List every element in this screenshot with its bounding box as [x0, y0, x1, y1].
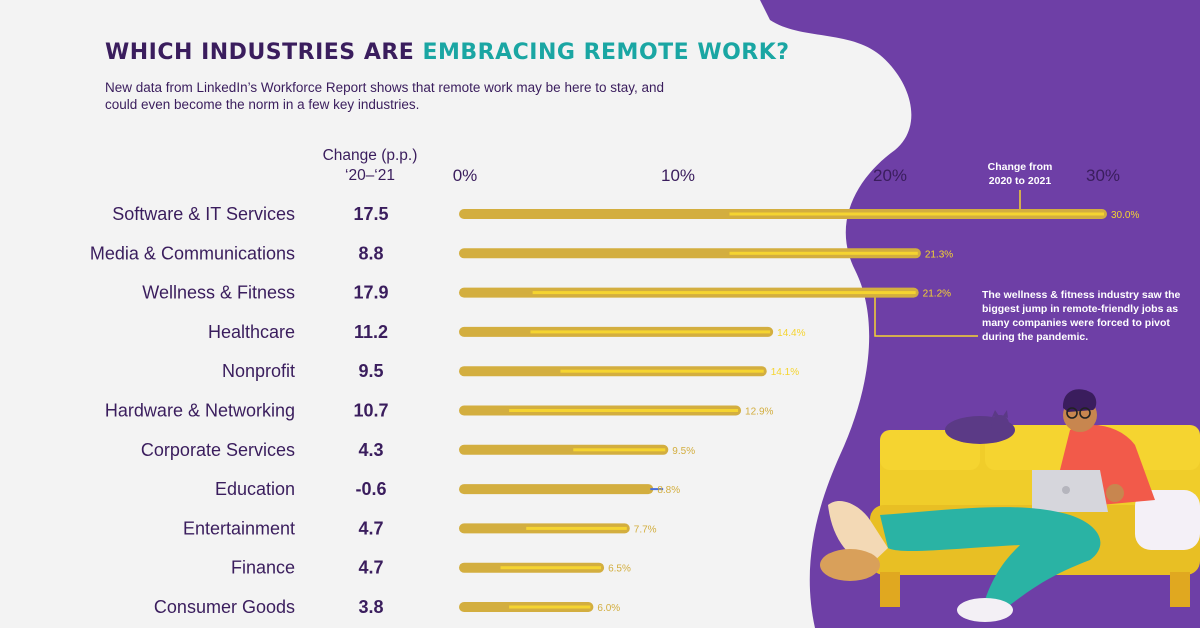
change-value-label: 3.8 — [358, 597, 383, 617]
bar-value-label: 21.2% — [923, 289, 951, 300]
category-label: Nonprofit — [222, 361, 295, 381]
bar-value-label: 30.0% — [1111, 210, 1139, 221]
change-segment — [729, 251, 918, 255]
callout-change-2020-2021: Change from 2020 to 2021 — [987, 161, 1053, 187]
white-bubble-shape — [819, 58, 853, 102]
bar-value-label: 21.3% — [925, 249, 953, 260]
change-value-label: -0.6 — [355, 479, 386, 499]
bar-value-label: 14.1% — [771, 367, 799, 378]
change-value-label: 4.7 — [358, 518, 383, 538]
change-segment — [729, 212, 1104, 216]
bar-value-label: 6.0% — [597, 603, 620, 614]
change-value-label: 17.9 — [353, 283, 388, 303]
bar-value-label: 8.8% — [657, 485, 680, 496]
change-column-header: Change (p.p.) ‘20–‘21 — [300, 146, 440, 186]
change-segment — [530, 330, 771, 334]
change-segment — [560, 369, 764, 373]
category-label: Finance — [231, 558, 295, 578]
bar — [459, 444, 669, 455]
page-subtitle: New data from LinkedIn’s Workforce Repor… — [105, 80, 665, 112]
category-label: Consumer Goods — [154, 597, 295, 617]
change-value-label: 4.7 — [358, 558, 383, 578]
change-segment — [509, 409, 739, 412]
change-value-label: 9.5 — [358, 361, 383, 381]
change-value-label: 10.7 — [353, 401, 388, 421]
x-tick-label: 20% — [873, 166, 907, 185]
bar-value-label: 7.7% — [634, 524, 657, 535]
title-part-2: EMBRACING REMOTE WORK? — [422, 40, 790, 65]
change-segment — [532, 291, 916, 295]
change-column-header-line2: ‘20–‘21 — [345, 167, 395, 184]
bar — [459, 248, 921, 259]
category-label: Education — [215, 479, 295, 499]
category-label: Software & IT Services — [112, 204, 295, 224]
negative-change-segment — [650, 488, 664, 491]
category-label: Hardware & Networking — [105, 401, 295, 421]
bar-value-label: 12.9% — [745, 407, 773, 418]
change-value-label: 4.3 — [358, 440, 383, 460]
person-illustration — [820, 389, 1155, 622]
change-column-header-line1: Change (p.p.) — [322, 147, 418, 164]
change-value-label: 11.2 — [354, 322, 388, 342]
change-segment — [500, 566, 602, 570]
category-label: Healthcare — [208, 322, 295, 342]
bar-value-label: 14.4% — [777, 328, 805, 339]
bar-value-label: 6.5% — [608, 564, 631, 575]
change-segment — [573, 448, 666, 452]
change-value-label: 8.8 — [358, 243, 383, 263]
category-label: Corporate Services — [141, 440, 295, 460]
x-tick-label: 10% — [661, 166, 695, 185]
change-value-label: 17.5 — [353, 204, 388, 224]
cat-illustration — [945, 410, 1015, 444]
bar — [459, 484, 654, 495]
change-segment — [509, 605, 591, 609]
x-tick-label: 0% — [453, 166, 478, 185]
category-label: Wellness & Fitness — [142, 283, 295, 303]
category-label: Media & Communications — [90, 243, 295, 263]
change-segment — [526, 526, 627, 530]
callout-wellness-fitness: The wellness & fitness industry saw the … — [982, 289, 1181, 343]
bar-value-label: 9.5% — [672, 446, 695, 457]
x-tick-label: 30% — [1086, 166, 1120, 185]
title-part-1: WHICH INDUSTRIES ARE — [105, 40, 423, 65]
callout-connector-side — [874, 294, 978, 337]
page-title: WHICH INDUSTRIES ARE EMBRACING REMOTE WO… — [105, 40, 790, 65]
category-label: Entertainment — [183, 518, 295, 538]
